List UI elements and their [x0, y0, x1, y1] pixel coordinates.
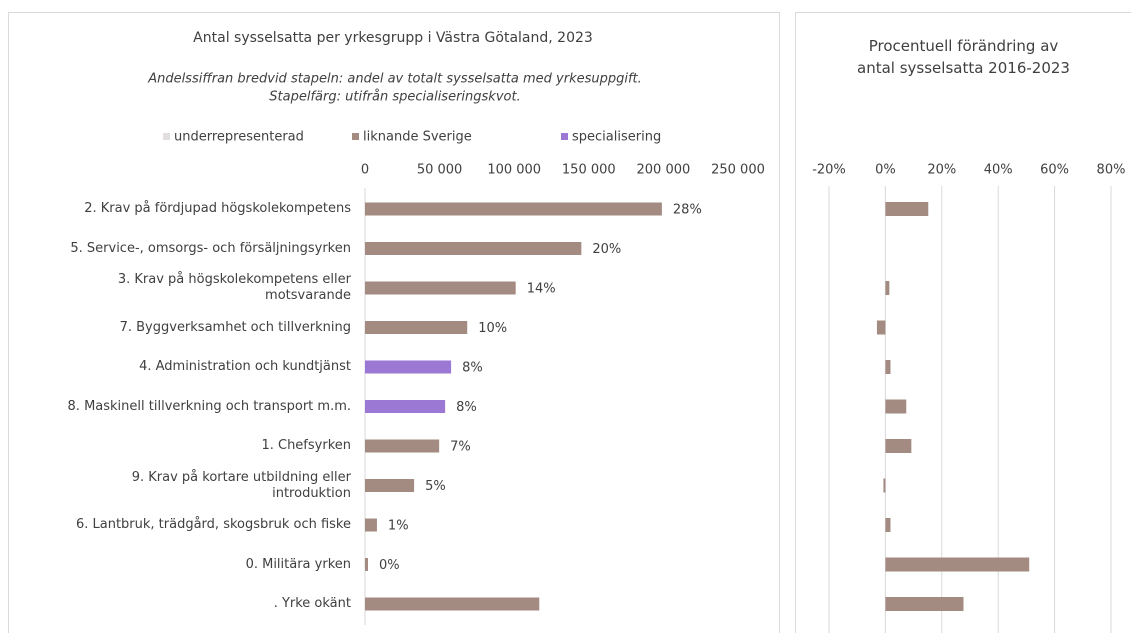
y-tick-label: 2. Krav på fördjupad högskolekompetens: [84, 201, 351, 216]
data-label: 8%: [462, 361, 483, 376]
x-tick-label: 0: [361, 163, 369, 178]
data-label: 1%: [388, 519, 409, 534]
x-tick-label: 150 000: [562, 163, 616, 178]
data-label: 0%: [379, 558, 400, 573]
chart-title: Antal sysselsatta per yrkesgrupp i Västr…: [193, 30, 593, 46]
x-tick-label: 20%: [927, 163, 956, 178]
data-label: 10%: [478, 321, 507, 336]
y-tick-label: 8. Maskinell tillverkning och transport …: [67, 398, 351, 414]
right-panel: [795, 12, 1131, 633]
y-tick-label: 6. Lantbruk, trädgård, skogsbruk och fis…: [75, 517, 351, 532]
y-tick-label: 5. Service-, omsorgs- och försäljningsyr…: [70, 240, 351, 256]
bar: [365, 439, 440, 453]
y-tick-label: 1. Chefsyrken: [261, 438, 351, 453]
legend-swatch: [163, 133, 170, 140]
x-tick-label: 60%: [1040, 163, 1069, 178]
bar: [365, 360, 452, 374]
bar: [885, 557, 1030, 572]
subtitle: Andelssiffran bredvid stapeln: andel av …: [147, 72, 642, 87]
bar: [885, 518, 891, 532]
bar: [365, 400, 446, 413]
bar: [885, 439, 912, 453]
data-label: 5%: [425, 479, 446, 494]
x-tick-label: 0%: [875, 163, 896, 178]
legend-swatch: [561, 133, 568, 140]
bar: [365, 202, 662, 216]
bar: [365, 597, 540, 611]
bar: [883, 478, 886, 493]
bar: [885, 281, 890, 295]
bar: [885, 202, 929, 216]
data-label: 28%: [673, 203, 702, 218]
x-tick-label: 100 000: [487, 163, 541, 178]
x-tick-label: 40%: [984, 163, 1013, 178]
x-tick-label: 50 000: [417, 163, 463, 178]
y-tick-label: 4. Administration och kundtjänst: [139, 359, 351, 374]
y-tick-label: 0. Militära yrken: [245, 556, 351, 572]
bar: [885, 360, 891, 374]
bar: [885, 399, 907, 414]
data-label: 20%: [592, 242, 621, 257]
bar: [365, 558, 368, 571]
left-panel: [8, 12, 780, 633]
legend-label: liknande Sverige: [363, 130, 472, 145]
x-tick-label: 200 000: [637, 163, 691, 178]
data-label: 14%: [527, 282, 556, 297]
bar: [885, 597, 964, 611]
bar: [365, 518, 377, 532]
bar: [365, 321, 468, 334]
x-tick-label: 80%: [1097, 163, 1126, 178]
legend-label: specialisering: [572, 130, 661, 145]
y-tick-label: 9. Krav på kortare utbildning eller intr…: [131, 469, 351, 501]
data-label: 8%: [456, 400, 477, 415]
x-tick-label: 250 000: [711, 163, 765, 178]
bar: [365, 281, 516, 295]
legend-swatch: [352, 133, 359, 140]
data-label: 7%: [450, 440, 471, 455]
y-tick-label: . Yrke okänt: [273, 596, 351, 611]
bar: [876, 320, 886, 335]
subtitle: Stapelfärg: utifrån specialiseringskvot.: [269, 90, 520, 105]
y-tick-label: 3. Krav på högskolekompetens eller motsv…: [117, 272, 351, 303]
legend-label: underrepresenterad: [174, 130, 304, 145]
bar: [365, 479, 415, 492]
x-tick-label: -20%: [812, 163, 846, 178]
bar: [365, 242, 582, 255]
y-tick-label: 7. Byggverksamhet och tillverkning: [119, 319, 351, 335]
chart-title: Procentuell förändring av antal sysselsa…: [857, 37, 1070, 77]
